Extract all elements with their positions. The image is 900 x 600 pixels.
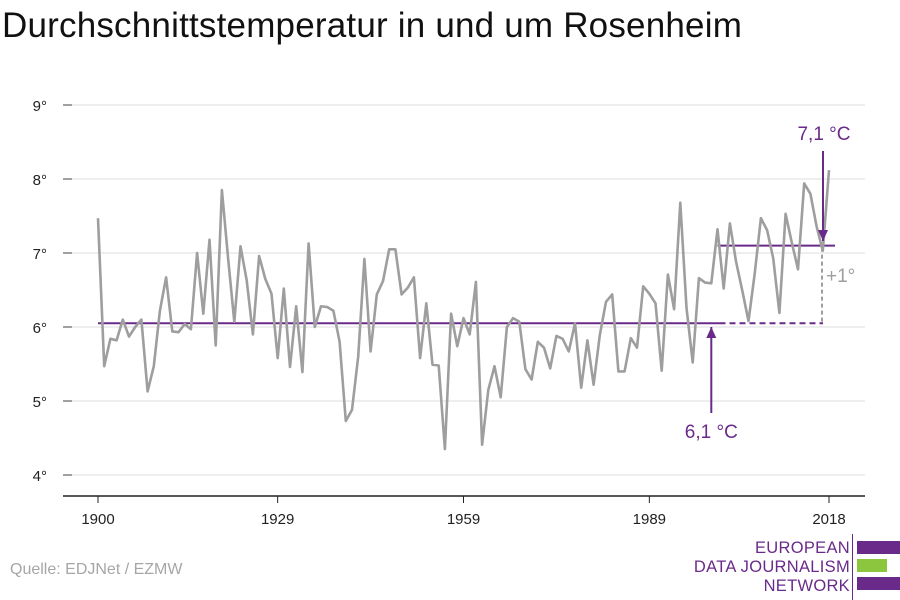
x-axis: 1900 1929 1959 1989 2018 xyxy=(63,495,865,528)
logo-bar-middle xyxy=(857,559,887,572)
y-tick-label: 9° xyxy=(33,98,47,115)
logo-bar-left xyxy=(852,534,853,600)
logo-bar-top xyxy=(857,541,900,554)
y-tick-label: 6° xyxy=(33,320,47,337)
y-tick-label: 4° xyxy=(33,468,47,485)
y-tick-label: 8° xyxy=(33,172,47,189)
x-tick-label: 1989 xyxy=(633,511,666,528)
logo-line-3: NETWORK xyxy=(763,577,850,595)
logo-line-1: EUROPEAN xyxy=(754,539,850,557)
x-tick-label: 1959 xyxy=(447,511,480,528)
annotations: 6,1 °C 7,1 °C +1° xyxy=(685,124,855,443)
chart: 4° 5° 6° 7° 8° 9° 1900 1929 1959 1989 2018 6,1 °C… xyxy=(33,98,865,528)
x-tick-label: 1929 xyxy=(261,511,294,528)
logo-bar-bottom xyxy=(857,577,900,590)
y-tick-label: 5° xyxy=(33,394,47,411)
edjnet-logo[interactable]: EUROPEAN DATA JOURNALISM NETWORK xyxy=(694,531,900,600)
chart-title: Durchschnittstemperatur in und um Rosenh… xyxy=(2,6,743,45)
recent-value-label: 7,1 °C xyxy=(797,124,850,145)
temperature-series-line xyxy=(96,170,831,451)
baseline-arrow-head xyxy=(706,327,717,338)
y-axis-tick-labels: 4° 5° 6° 7° 8° 9° xyxy=(33,98,47,485)
x-tick-label: 1900 xyxy=(81,511,114,528)
series-line xyxy=(96,170,831,451)
x-tick-label: 2018 xyxy=(812,511,845,528)
y-tick-label: 7° xyxy=(33,246,47,263)
grid-lines xyxy=(63,104,865,476)
baseline-value-label: 6,1 °C xyxy=(685,422,738,443)
recent-arrow-head xyxy=(818,230,828,241)
logo-line-2: DATA JOURNALISM xyxy=(693,558,850,576)
reference-lines xyxy=(98,244,835,325)
source-note: Quelle: EDJNet / EZMW xyxy=(10,561,183,578)
difference-label: +1° xyxy=(826,266,855,287)
